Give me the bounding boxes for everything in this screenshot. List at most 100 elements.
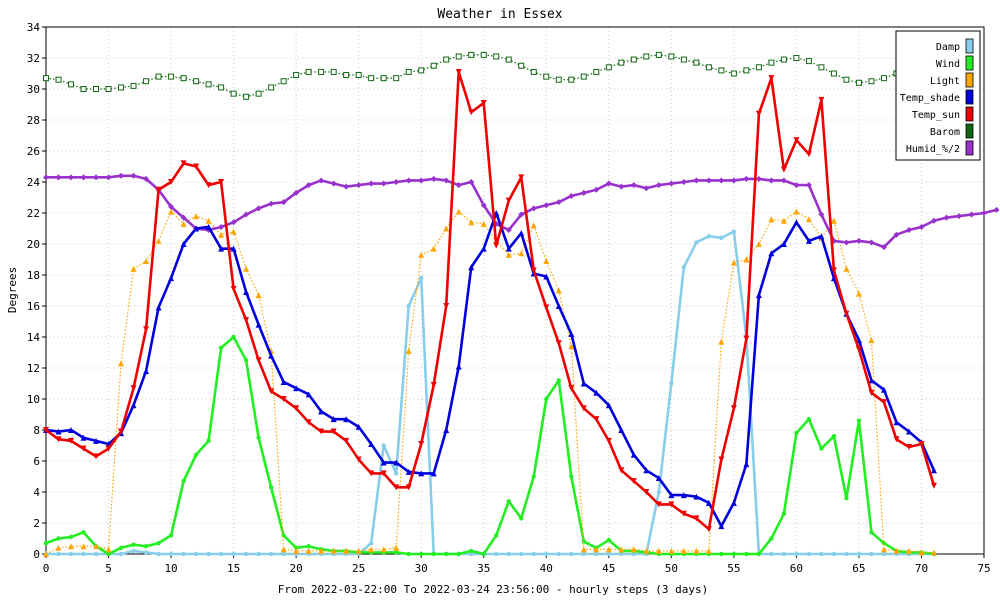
data-point-temp-shade	[718, 523, 725, 530]
data-point-light	[755, 241, 762, 247]
data-point-temp-sun	[318, 428, 325, 435]
data-point-wind	[106, 551, 111, 557]
data-point-barom	[605, 64, 612, 71]
data-point-humid-2	[518, 211, 525, 218]
y-tick-label: 34	[27, 21, 41, 34]
legend-item: Barom	[930, 123, 974, 139]
data-point-wind	[206, 438, 211, 444]
data-point-temp-shade	[168, 275, 175, 282]
data-point-humid-2	[455, 182, 462, 189]
y-tick-label: 16	[27, 300, 40, 313]
data-point-damp	[243, 551, 249, 557]
data-point-humid-2	[818, 211, 825, 218]
data-point-light	[855, 290, 862, 297]
data-point-temp-shade	[268, 352, 275, 359]
data-point-damp	[606, 551, 611, 557]
data-point-barom	[55, 76, 62, 83]
data-point-humid-2	[918, 223, 925, 230]
data-point-temp-shade	[205, 223, 212, 230]
data-point-humid-2	[730, 177, 737, 184]
data-point-temp-sun	[455, 68, 462, 75]
data-point-wind	[156, 540, 161, 546]
data-point-wind	[456, 551, 461, 557]
data-point-wind	[806, 416, 812, 422]
data-point-humid-2	[580, 189, 587, 196]
x-axis-label: From 2022-03-22:00 To 2022-03-24 23:56:0…	[278, 583, 708, 596]
data-point-wind	[606, 537, 611, 543]
data-point-wind	[881, 540, 887, 546]
data-point-temp-shade	[680, 492, 687, 499]
data-point-temp-sun	[68, 437, 75, 444]
legend-swatch	[965, 123, 974, 139]
data-point-barom	[505, 56, 512, 63]
data-point-wind	[306, 544, 311, 549]
data-point-wind	[131, 542, 136, 547]
data-point-temp-sun	[255, 357, 262, 364]
data-point-temp-sun	[905, 444, 912, 451]
data-point-barom	[343, 72, 350, 79]
legend-label: Temp_sun	[912, 110, 960, 121]
data-point-light	[805, 216, 812, 223]
data-point-barom	[855, 79, 862, 86]
data-point-wind	[744, 551, 749, 557]
data-point-temp-shade	[755, 292, 762, 299]
data-point-temp-sun	[693, 515, 700, 522]
data-point-humid-2	[243, 211, 250, 218]
data-point-humid-2	[330, 180, 337, 187]
data-point-wind	[531, 474, 536, 479]
data-point-damp	[569, 551, 574, 557]
data-point-temp-sun	[643, 489, 650, 495]
data-point-humid-2	[968, 211, 975, 218]
data-point-damp	[218, 551, 224, 557]
data-point-humid-2	[468, 179, 475, 185]
data-point-temp-shade	[343, 416, 350, 423]
legend-swatch	[965, 55, 974, 71]
data-point-damp	[669, 381, 674, 386]
x-tick-label: 70	[915, 562, 928, 575]
series-layer	[43, 51, 1000, 557]
data-point-wind	[419, 551, 424, 557]
data-point-temp-shade	[768, 250, 775, 257]
data-point-light	[180, 220, 187, 227]
data-point-light	[105, 546, 112, 553]
data-point-temp-sun	[630, 478, 637, 485]
data-point-damp	[706, 234, 712, 239]
data-point-damp	[231, 551, 236, 557]
data-point-barom	[668, 53, 675, 60]
data-point-light	[680, 547, 687, 554]
data-point-temp-shade	[780, 241, 787, 247]
data-point-humid-2	[943, 214, 950, 221]
data-point-wind	[431, 551, 436, 557]
data-point-light	[793, 208, 800, 215]
data-point-wind	[256, 435, 261, 440]
data-point-damp	[281, 551, 286, 557]
data-point-temp-shade	[880, 386, 887, 393]
y-tick-label: 0	[33, 548, 40, 561]
data-point-temp-sun	[405, 484, 412, 491]
data-point-light	[618, 546, 625, 553]
data-point-wind	[831, 434, 837, 439]
data-point-light	[918, 549, 925, 556]
data-point-temp-sun	[218, 179, 225, 185]
data-point-wind	[406, 551, 411, 557]
data-point-light	[668, 547, 675, 554]
data-point-temp-sun	[780, 166, 787, 173]
data-point-wind	[794, 430, 799, 436]
data-point-barom	[330, 68, 337, 75]
data-point-light	[705, 547, 712, 554]
data-point-temp-sun	[805, 151, 812, 158]
data-point-temp-sun	[505, 197, 512, 204]
y-tick-label: 6	[33, 455, 40, 468]
data-point-wind	[769, 536, 774, 541]
data-point-light	[530, 222, 537, 229]
data-point-humid-2	[343, 183, 350, 190]
data-point-damp	[869, 551, 874, 557]
data-point-temp-shade	[818, 233, 825, 240]
data-point-barom	[355, 72, 362, 79]
data-point-humid-2	[793, 182, 800, 189]
data-point-light	[455, 208, 462, 215]
data-point-barom	[205, 81, 212, 88]
data-point-light	[205, 217, 212, 224]
data-point-barom	[430, 62, 437, 69]
